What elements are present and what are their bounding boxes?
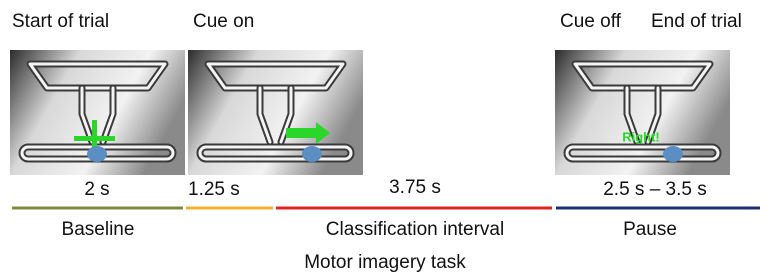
duration-label: 1.25 s	[188, 179, 240, 200]
phase-label: Baseline	[62, 219, 135, 240]
duration-label: 2 s	[84, 179, 109, 200]
event-label: End of trial	[651, 11, 742, 32]
frame-feedback: Right!	[555, 50, 730, 175]
caption: Motor imagery task	[304, 252, 466, 273]
frame-cue	[188, 50, 363, 175]
duration-label: 2.5 s – 3.5 s	[603, 179, 707, 200]
feedback-text: Right!	[622, 129, 660, 144]
duration-label: 3.75 s	[389, 177, 441, 198]
diagram: Start of trial Cue on Cue off End of tri…	[0, 0, 771, 278]
frame-start	[10, 50, 185, 175]
event-label: Cue off	[560, 11, 622, 32]
event-label: Cue on	[193, 11, 254, 32]
phase-label: Classification interval	[326, 219, 504, 240]
event-label: Start of trial	[12, 11, 109, 32]
phase-label: Pause	[623, 219, 677, 240]
